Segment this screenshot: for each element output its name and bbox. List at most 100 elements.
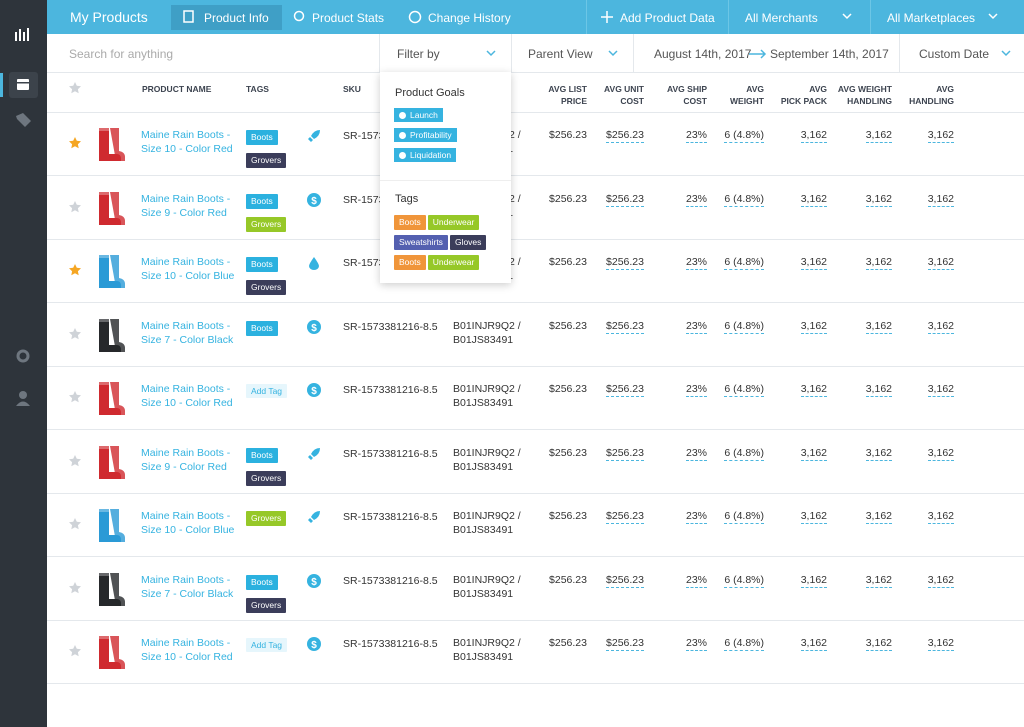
metric[interactable]: 3,162 bbox=[865, 383, 892, 397]
star[interactable] bbox=[69, 136, 81, 154]
tag[interactable]: Boots bbox=[246, 574, 278, 590]
tag[interactable]: Boots bbox=[246, 320, 278, 336]
tab[interactable]: Product Stats bbox=[312, 11, 385, 25]
metric[interactable]: 3,162 bbox=[865, 319, 892, 334]
metric[interactable]: 3,162 bbox=[927, 129, 954, 143]
tag[interactable]: Boots bbox=[246, 130, 278, 145]
metric[interactable]: 6 (4.8%) bbox=[724, 129, 764, 143]
goal-option[interactable]: Liquidation bbox=[394, 148, 457, 162]
tab[interactable]: Product Info bbox=[204, 11, 269, 25]
metric[interactable]: 3,162 bbox=[800, 129, 827, 143]
tag-option[interactable]: Boots bbox=[394, 215, 426, 230]
product-name[interactable]: Maine Rain Boots - Size 10 - Color Red bbox=[141, 637, 233, 663]
metric[interactable]: 3,162 bbox=[800, 446, 827, 461]
product-name[interactable]: Maine Rain Boots - Size 10 - Color Blue bbox=[141, 510, 235, 536]
star[interactable] bbox=[69, 517, 81, 535]
metric[interactable]: 3,162 bbox=[800, 637, 827, 651]
metric[interactable]: $256.23 bbox=[606, 637, 644, 651]
metric[interactable]: $256.23 bbox=[606, 129, 644, 143]
metric[interactable]: 3,162 bbox=[927, 192, 954, 207]
tab[interactable]: Change History bbox=[428, 11, 511, 25]
star[interactable] bbox=[69, 581, 81, 599]
product-name[interactable]: Maine Rain Boots - Size 7 - Color Black bbox=[141, 573, 234, 600]
star[interactable] bbox=[69, 454, 81, 472]
metric[interactable]: $256.23 bbox=[606, 383, 644, 397]
metric[interactable]: 3,162 bbox=[927, 319, 954, 334]
metric[interactable]: $256.23 bbox=[606, 446, 644, 461]
star[interactable] bbox=[69, 263, 81, 281]
tag[interactable]: Grovers bbox=[246, 470, 287, 486]
product-name[interactable]: Maine Rain Boots - Size 10 - Color Red bbox=[141, 383, 233, 409]
product-name[interactable]: Maine Rain Boots - Size 7 - Color Black bbox=[141, 319, 234, 346]
metric[interactable]: 3,162 bbox=[865, 192, 892, 207]
tag-option[interactable]: Boots bbox=[394, 255, 426, 270]
metric[interactable]: 3,162 bbox=[865, 510, 892, 524]
metric[interactable]: $256.23 bbox=[606, 256, 644, 270]
marketplaces-dropdown[interactable]: All Marketplaces bbox=[887, 11, 976, 25]
metric[interactable]: 3,162 bbox=[865, 446, 892, 461]
metric[interactable]: $256.23 bbox=[606, 192, 644, 207]
product-name[interactable]: Maine Rain Boots - Size 9 - Color Red bbox=[141, 446, 231, 473]
metric[interactable]: 23% bbox=[685, 256, 707, 270]
metric[interactable]: 23% bbox=[685, 446, 707, 461]
goal-option[interactable]: Profitability bbox=[394, 128, 457, 142]
tag[interactable]: Grovers bbox=[246, 153, 287, 168]
metric[interactable]: 6 (4.8%) bbox=[724, 192, 764, 207]
metric[interactable]: 3,162 bbox=[800, 256, 827, 270]
add-product-data[interactable]: Add Product Data bbox=[620, 11, 715, 25]
metric[interactable]: $256.23 bbox=[606, 510, 644, 524]
metric[interactable]: 6 (4.8%) bbox=[724, 510, 764, 524]
metric[interactable]: 23% bbox=[685, 637, 707, 651]
star[interactable] bbox=[69, 327, 81, 345]
filter-dropdown[interactable]: Filter by bbox=[397, 47, 440, 61]
metric[interactable]: 23% bbox=[685, 129, 707, 143]
metric[interactable]: $256.23 bbox=[606, 319, 644, 334]
metric[interactable]: 23% bbox=[685, 192, 707, 207]
metric[interactable]: 3,162 bbox=[800, 510, 827, 524]
metric[interactable]: 3,162 bbox=[927, 637, 954, 651]
tag-option[interactable]: Underwear bbox=[427, 255, 480, 270]
tag[interactable]: Grovers bbox=[246, 216, 287, 232]
product-name[interactable]: Maine Rain Boots - Size 10 - Color Red bbox=[141, 129, 233, 155]
tag-option[interactable]: Gloves bbox=[449, 235, 487, 250]
metric[interactable]: 6 (4.8%) bbox=[724, 637, 764, 651]
metric[interactable]: 6 (4.8%) bbox=[724, 256, 764, 270]
metric[interactable]: 3,162 bbox=[927, 446, 954, 461]
metric[interactable]: 3,162 bbox=[800, 573, 827, 588]
tag[interactable]: Grovers bbox=[246, 597, 287, 613]
metric[interactable]: 6 (4.8%) bbox=[724, 446, 764, 461]
metric[interactable]: 3,162 bbox=[865, 637, 892, 651]
metric[interactable]: 3,162 bbox=[927, 383, 954, 397]
metric[interactable]: 3,162 bbox=[800, 319, 827, 334]
view-dropdown[interactable]: Parent View bbox=[528, 47, 593, 61]
add-tag[interactable]: Add Tag bbox=[246, 638, 288, 652]
tag-option[interactable]: Underwear bbox=[427, 215, 480, 230]
product-name[interactable]: Maine Rain Boots - Size 9 - Color Red bbox=[141, 192, 231, 219]
tag[interactable]: Grovers bbox=[246, 280, 287, 295]
metric[interactable]: 23% bbox=[685, 383, 707, 397]
goal-option[interactable]: Launch bbox=[394, 108, 443, 122]
tag[interactable]: Boots bbox=[246, 447, 278, 463]
metric[interactable]: 23% bbox=[685, 510, 707, 524]
star[interactable] bbox=[69, 200, 81, 218]
metric[interactable]: 3,162 bbox=[800, 192, 827, 207]
tag[interactable]: Boots bbox=[246, 257, 278, 272]
tag-option[interactable]: Sweatshirts bbox=[394, 235, 448, 250]
metric[interactable]: 3,162 bbox=[865, 129, 892, 143]
custom-date[interactable]: Custom Date bbox=[919, 47, 990, 61]
star[interactable] bbox=[69, 644, 81, 662]
date-to[interactable]: September 14th, 2017 bbox=[770, 47, 889, 61]
metric[interactable]: 3,162 bbox=[927, 510, 954, 524]
metric[interactable]: 3,162 bbox=[865, 256, 892, 270]
metric[interactable]: 23% bbox=[685, 573, 707, 588]
tag[interactable]: Boots bbox=[246, 193, 278, 209]
metric[interactable]: 3,162 bbox=[800, 383, 827, 397]
metric[interactable]: 3,162 bbox=[927, 573, 954, 588]
header-star[interactable] bbox=[69, 81, 81, 99]
merchants-dropdown[interactable]: All Merchants bbox=[745, 11, 818, 25]
metric[interactable]: 23% bbox=[685, 319, 707, 334]
date-from[interactable]: August 14th, 2017 bbox=[654, 47, 752, 61]
product-name[interactable]: Maine Rain Boots - Size 10 - Color Blue bbox=[141, 256, 235, 282]
star[interactable] bbox=[69, 390, 81, 408]
metric[interactable]: 6 (4.8%) bbox=[724, 319, 764, 334]
